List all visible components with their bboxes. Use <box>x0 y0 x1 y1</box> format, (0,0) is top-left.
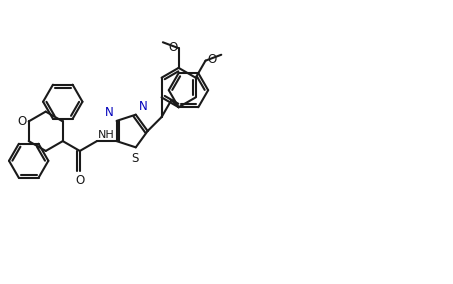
Text: S: S <box>131 152 139 165</box>
Text: O: O <box>207 53 216 66</box>
Text: O: O <box>17 115 26 128</box>
Text: NH: NH <box>97 130 114 140</box>
Text: N: N <box>105 106 114 119</box>
Text: O: O <box>168 41 177 54</box>
Text: O: O <box>75 174 84 187</box>
Text: N: N <box>139 100 147 113</box>
